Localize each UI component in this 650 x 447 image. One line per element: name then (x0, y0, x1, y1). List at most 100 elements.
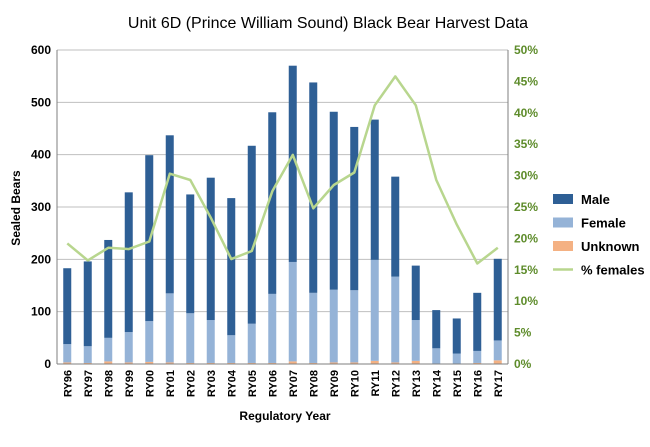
bar-female-ry15 (452, 353, 461, 364)
bar-unknown-ry01 (165, 362, 174, 364)
x-tick-label: RY02 (185, 370, 197, 397)
y2-tick-label: 20% (514, 231, 538, 245)
bar-female-ry97 (83, 346, 92, 363)
bar-unknown-ry12 (391, 362, 400, 364)
gridlines (57, 49, 508, 313)
x-tick-label: RY08 (308, 370, 320, 397)
bar-female-ry10 (350, 290, 359, 363)
bar-male-ry97 (83, 261, 92, 347)
y2-tick-label: 40% (514, 106, 538, 120)
bar-male-ry04 (227, 198, 236, 336)
x-tick-label: RY01 (165, 370, 177, 397)
bar-unknown-ry08 (309, 362, 318, 364)
bar-male-ry06 (268, 112, 277, 294)
y2-tick-label: 30% (514, 169, 538, 183)
bar-female-ry96 (63, 344, 72, 363)
y2-tick-label: 10% (514, 294, 538, 308)
bar-female-ry12 (391, 276, 400, 363)
legend-label: Unknown (581, 239, 640, 254)
x-tick-label: RY11 (370, 370, 382, 397)
bar-unknown-ry98 (104, 361, 113, 364)
x-tick-label: RY03 (206, 370, 218, 397)
bar-male-ry01 (165, 135, 174, 294)
bar-female-ry02 (186, 313, 195, 363)
bar-unknown-ry02 (186, 362, 195, 364)
y-tick-label: 300 (31, 200, 51, 214)
x-tick-label: RY15 (452, 370, 464, 397)
bar-male-ry13 (411, 265, 420, 321)
bar-male-ry08 (309, 82, 318, 293)
x-tick-label: RY00 (144, 370, 156, 397)
bar-unknown-ry04 (227, 362, 236, 364)
bar-female-ry03 (206, 320, 215, 363)
x-tick-label: RY06 (267, 370, 279, 397)
bar-male-ry14 (432, 310, 441, 349)
x-axis-label: Regulatory Year (239, 409, 330, 423)
legend-label: % females (581, 263, 645, 278)
legend-swatch-unknown (553, 241, 573, 251)
bar-male-ry07 (288, 65, 297, 262)
bar-female-ry00 (145, 321, 154, 362)
bar-male-ry15 (452, 318, 461, 354)
y-tick-label: 500 (31, 95, 51, 109)
bar-unknown-ry00 (145, 361, 154, 364)
bar-unknown-ry96 (63, 362, 72, 364)
bar-female-ry06 (268, 293, 277, 363)
legend-swatch-male (553, 194, 573, 204)
x-tick-label: RY13 (411, 370, 423, 397)
y2-tick-label: 45% (514, 74, 538, 88)
x-tick-label: RY16 (472, 370, 484, 397)
y-tick-label: 100 (31, 305, 51, 319)
female-pct-polyline (66, 75, 499, 265)
bar-male-ry10 (350, 126, 359, 291)
y-axis-ticks: 0 100 200 300 400 500 600 (31, 43, 51, 371)
legend-swatch-female (553, 217, 573, 228)
bar-female-ry05 (247, 323, 256, 363)
y-tick-label: 400 (31, 148, 51, 162)
bar-female-ry01 (165, 293, 174, 363)
bar-female-ry04 (227, 335, 236, 363)
bar-male-ry02 (186, 194, 195, 314)
y-tick-label: 600 (31, 43, 51, 57)
bar-unknown-ry99 (124, 362, 133, 364)
bar-unknown-ry09 (329, 362, 338, 364)
y2-tick-label: 0% (514, 357, 532, 371)
bar-female-ry07 (288, 261, 297, 362)
bar-unknown-ry05 (247, 362, 256, 364)
bar-unknown-ry17 (493, 360, 502, 364)
y-tick-label: 0 (44, 357, 51, 371)
bar-male-ry99 (124, 192, 133, 333)
y-axis-label: Sealed Bears (9, 170, 23, 246)
y2-axis-ticks: 0% 5% 10% 15% 20% 25% 30% 35% 40% 45% 50% (514, 43, 538, 371)
bar-unknown-ry97 (83, 362, 92, 364)
x-tick-label: RY98 (103, 370, 115, 397)
bar-female-ry13 (411, 320, 420, 361)
y-tick-label: 200 (31, 252, 51, 266)
female-pct-line (66, 75, 499, 265)
x-tick-label: RY04 (226, 369, 238, 397)
x-tick-label: RY99 (124, 370, 136, 397)
bar-unknown-ry13 (411, 360, 420, 364)
bar-unknown-ry16 (473, 362, 482, 364)
x-tick-label: RY17 (493, 370, 505, 397)
x-tick-label: RY10 (349, 370, 361, 397)
bar-unknown-ry07 (288, 361, 297, 364)
bar-male-ry09 (329, 111, 338, 290)
y2-tick-label: 5% (514, 326, 532, 340)
bar-female-ry09 (329, 289, 338, 363)
bar-male-ry11 (370, 119, 379, 260)
chart-title: Unit 6D (Prince William Sound) Black Bea… (128, 15, 528, 32)
x-tick-label: RY07 (288, 370, 300, 397)
bar-female-ry16 (473, 350, 482, 363)
axes (56, 50, 509, 365)
bar-female-ry99 (124, 332, 133, 363)
y2-tick-label: 35% (514, 137, 538, 151)
bar-female-ry14 (432, 348, 441, 364)
bar-male-ry05 (247, 145, 256, 324)
x-tick-label: RY96 (62, 370, 74, 397)
bar-female-ry11 (370, 259, 379, 361)
bar-female-ry98 (104, 337, 113, 362)
bar-male-ry17 (493, 258, 502, 341)
bar-male-ry16 (473, 292, 482, 351)
